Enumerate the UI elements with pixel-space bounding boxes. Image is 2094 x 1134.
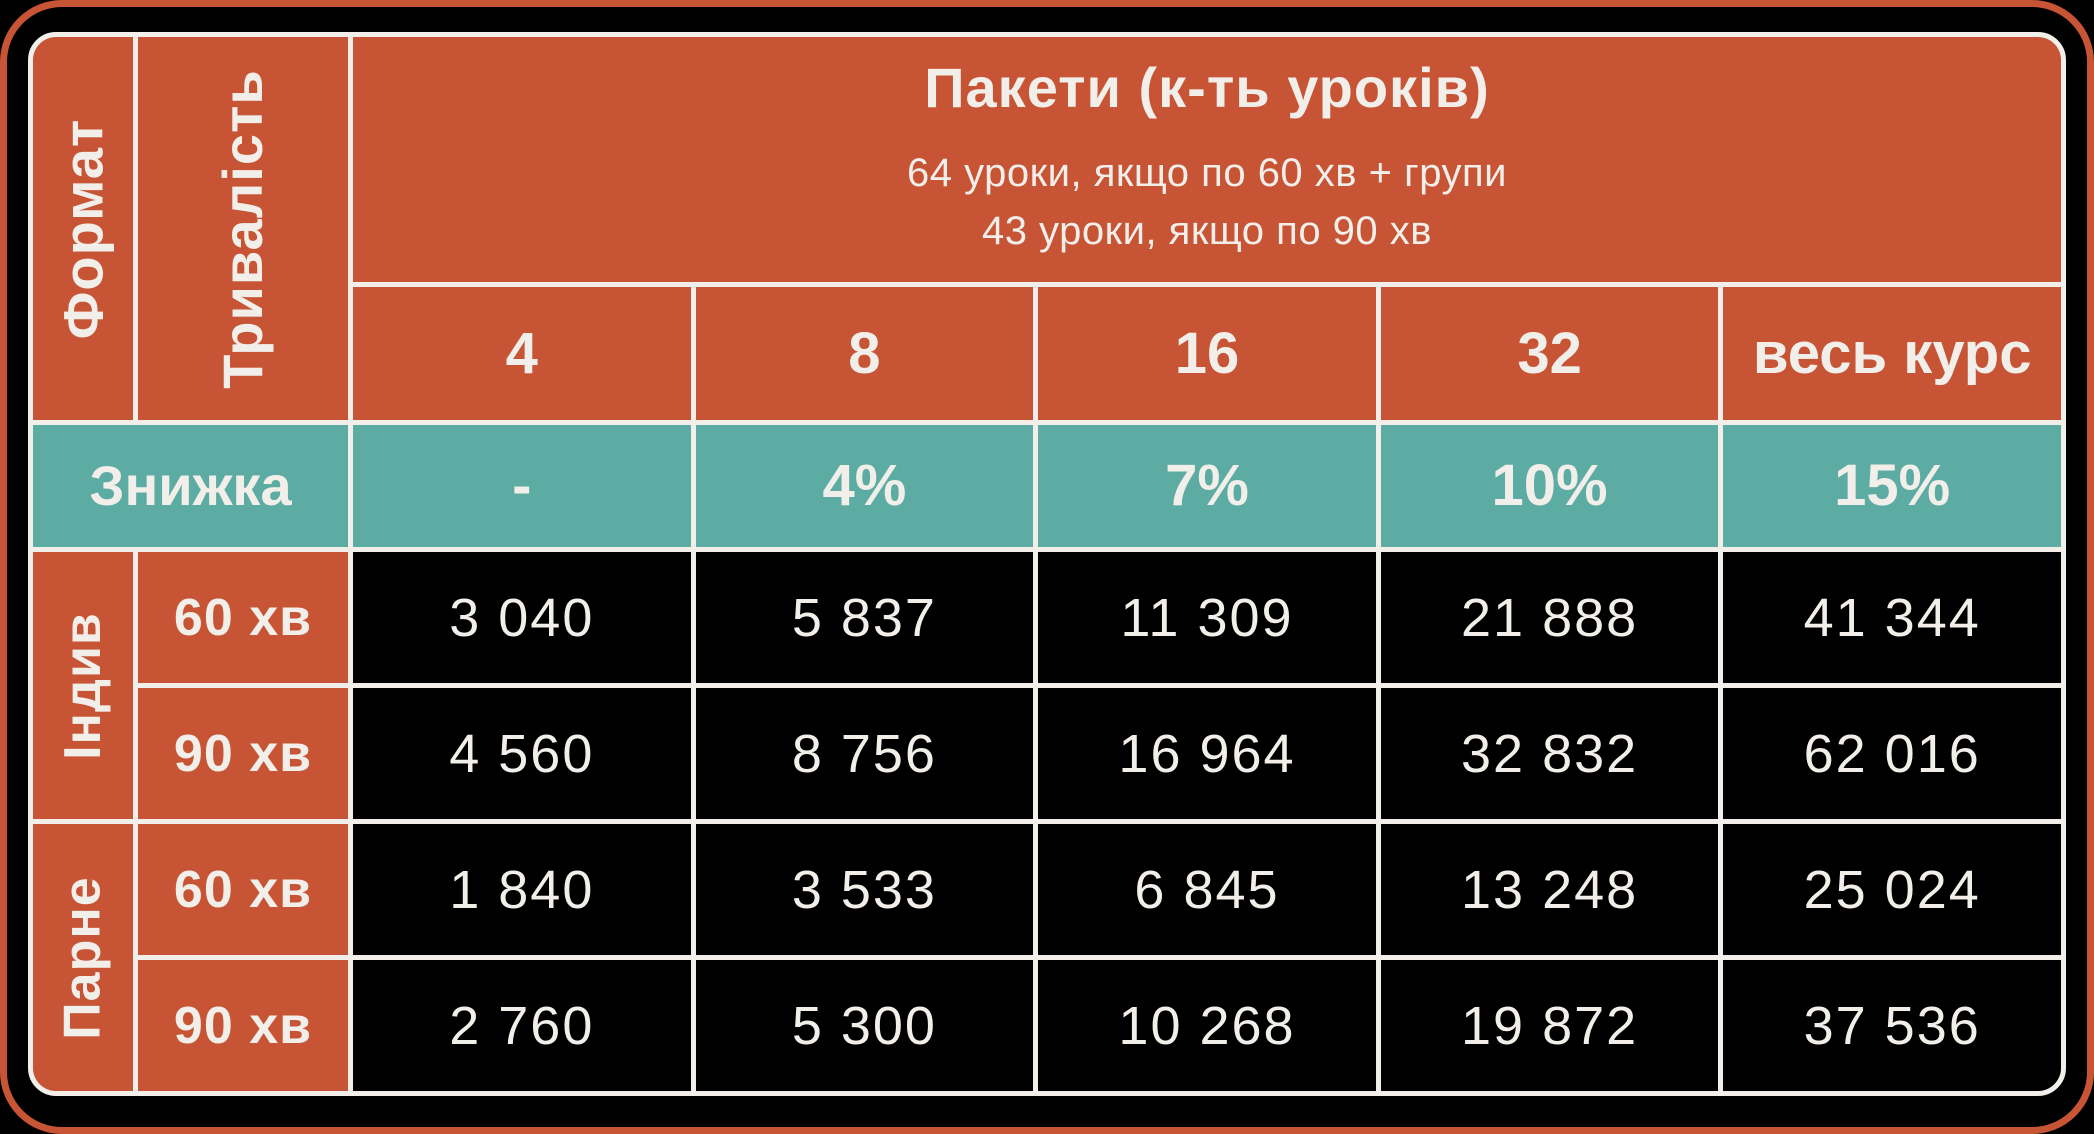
package-size-header-full-course: весь курс (1723, 287, 2061, 420)
discount-value-8: 4% (695, 425, 1034, 547)
format-group-individual: Індив (33, 552, 133, 819)
price-cell-parne-90-full: 37 536 (1723, 960, 2061, 1091)
format-group-individual-label: Індив (54, 611, 113, 760)
price-cell-indiv-90-32: 32 832 (1380, 688, 1719, 819)
package-size-header-16: 16 (1038, 287, 1376, 420)
duration-cell-parne-90: 90 хв (138, 960, 348, 1091)
price-cell-parne-90-8: 5 300 (695, 960, 1034, 1091)
column-header-format: Формат (33, 37, 133, 420)
format-group-pair: Парне (33, 824, 133, 1091)
price-cell-parne-60-32: 13 248 (1380, 824, 1719, 955)
price-cell-indiv-60-8: 5 837 (695, 552, 1034, 683)
duration-cell-indiv-60: 60 хв (138, 552, 348, 683)
price-cell-indiv-60-full: 41 344 (1723, 552, 2061, 683)
price-cell-indiv-90-full: 62 016 (1723, 688, 2061, 819)
price-cell-parne-60-8: 3 533 (695, 824, 1034, 955)
packages-subtitle-line2: 43 уроки, якщо по 90 хв (981, 208, 1433, 253)
discount-value-4: - (353, 425, 691, 547)
column-header-duration: Тривалість (138, 37, 348, 420)
package-size-header-8: 8 (695, 287, 1034, 420)
price-cell-parne-90-32: 19 872 (1380, 960, 1719, 1091)
price-cell-parne-60-16: 6 845 (1038, 824, 1376, 955)
package-size-header-32: 32 (1380, 287, 1719, 420)
price-cell-parne-90-16: 10 268 (1038, 960, 1376, 1091)
format-header-label: Формат (51, 118, 115, 339)
duration-cell-parne-60: 60 хв (138, 824, 348, 955)
price-cell-indiv-60-32: 21 888 (1380, 552, 1719, 683)
price-cell-parne-60-full: 25 024 (1723, 824, 2061, 955)
package-size-header-4: 4 (353, 287, 691, 420)
price-cell-indiv-60-16: 11 309 (1038, 552, 1376, 683)
price-cell-indiv-90-4: 4 560 (353, 688, 691, 819)
discount-row-label: Знижка (33, 425, 348, 547)
price-cell-parne-60-4: 1 840 (353, 824, 691, 955)
price-cell-indiv-60-4: 3 040 (353, 552, 691, 683)
packages-header-cell: Пакети (к-ть уроків) 64 уроки, якщо по 6… (353, 37, 2061, 282)
packages-subtitle-line1: 64 уроки, якщо по 60 хв + групи (906, 150, 1508, 195)
price-cell-indiv-90-16: 16 964 (1038, 688, 1376, 819)
duration-header-label: Тривалість (211, 68, 275, 389)
pricing-table: Формат Тривалість Пакети (к-ть уроків) 6… (28, 32, 2066, 1096)
discount-value-full-course: 15% (1723, 425, 2061, 547)
packages-title: Пакети (к-ть уроків) (924, 55, 1490, 119)
duration-cell-indiv-90: 90 хв (138, 688, 348, 819)
discount-value-16: 7% (1038, 425, 1376, 547)
price-cell-parne-90-4: 2 760 (353, 960, 691, 1091)
price-cell-indiv-90-8: 8 756 (695, 688, 1034, 819)
format-group-pair-label: Парне (54, 875, 113, 1040)
discount-value-32: 10% (1380, 425, 1719, 547)
